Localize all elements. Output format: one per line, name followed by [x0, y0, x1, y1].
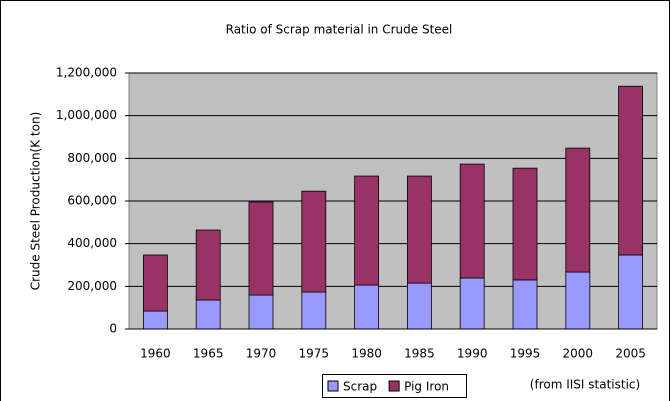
bar-segment	[248, 294, 274, 330]
y-tick-label: 400,000	[67, 236, 117, 250]
bar-segment	[459, 163, 485, 279]
bar-segment	[406, 175, 432, 284]
chart-title: Ratio of Scrap material in Crude Steel	[226, 23, 453, 37]
bar-segment	[354, 284, 380, 330]
y-tick-label: 0	[109, 322, 117, 336]
x-tick-label: 1985	[404, 347, 435, 361]
bar-segment	[406, 282, 432, 330]
x-tick-label: 1995	[510, 347, 541, 361]
x-tick-label: 2000	[563, 347, 594, 361]
bar-segment	[195, 229, 221, 301]
y-tick-label: 600,000	[67, 194, 117, 208]
bar-segment	[142, 310, 168, 330]
x-tick-label: 1990	[457, 347, 488, 361]
bar-segment	[618, 254, 643, 330]
bar-segment	[512, 279, 538, 330]
x-tick-label: 1965	[193, 347, 224, 361]
bar-segment	[301, 190, 327, 293]
bar-segment	[618, 85, 643, 256]
note: (from IISI statistic)	[530, 378, 640, 392]
bar-segment	[565, 147, 591, 273]
x-tick-label: 1980	[351, 347, 382, 361]
bar-segment	[248, 201, 274, 296]
bar-segment	[459, 277, 485, 330]
bar-segment	[195, 299, 221, 330]
y-tick-label: 200,000	[67, 279, 117, 293]
bar-segment	[512, 167, 538, 281]
y-tick-label: 1,000,000	[56, 108, 117, 122]
legend-swatch	[388, 380, 400, 392]
y-tick-label: 800,000	[67, 151, 117, 165]
x-tick-label: 1960	[140, 347, 171, 361]
x-tick-label: 2005	[615, 347, 646, 361]
legend-label: Scrap	[343, 380, 377, 394]
y-axis-label: Crude Steel Production(K ton)	[29, 112, 43, 291]
legend-label: Pig Iron	[404, 380, 449, 394]
bar-segment	[142, 254, 168, 312]
legend-swatch	[327, 380, 339, 392]
bar-segment	[354, 175, 380, 286]
bar-segment	[565, 271, 591, 330]
bar-segment	[301, 291, 327, 330]
y-tick-label: 1,200,000	[56, 66, 117, 80]
x-tick-label: 1970	[246, 347, 277, 361]
x-tick-label: 1975	[299, 347, 330, 361]
